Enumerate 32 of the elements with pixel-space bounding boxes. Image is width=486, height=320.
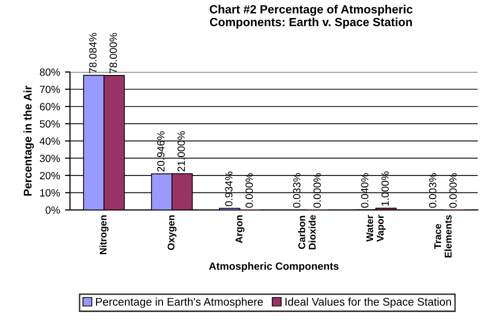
y-tick-label: 80% <box>40 68 60 76</box>
y-tick-label: 50% <box>40 120 60 128</box>
y-tick-label: 60% <box>40 102 60 110</box>
data-label: 0.000% <box>449 173 457 208</box>
y-axis-title: Percentage in the Air <box>23 86 34 196</box>
x-axis-title: Atmospheric Components <box>209 262 339 272</box>
x-tick-label: Trace Elements <box>434 215 452 258</box>
data-label: 78.084% <box>89 32 97 74</box>
y-tick-label: 70% <box>40 86 60 94</box>
chart-title: Chart #2 Percentage of Atmospheric Components: Earth v. Space Station <box>210 4 412 29</box>
x-tick-label: Oxygen <box>168 215 176 250</box>
data-label: 0.040% <box>361 173 368 208</box>
y-tick-label: 30% <box>40 154 60 162</box>
x-tick-label: Argon <box>236 215 244 244</box>
x-tick-label: Carbon Dioxide <box>298 215 316 250</box>
data-label: 78.000% <box>110 32 117 74</box>
data-label: 0.934% <box>225 172 232 206</box>
x-tick-label: Water Vapor <box>366 214 386 242</box>
y-tick-label: 40% <box>40 137 60 145</box>
data-label: 21.000% <box>178 131 185 172</box>
data-label: 0.000% <box>245 173 253 208</box>
data-label: 0.000% <box>313 173 321 208</box>
legend-label: Ideal Values for the Space Station <box>286 298 451 308</box>
data-label: 0.003% <box>428 173 436 208</box>
data-label: 1.000% <box>381 172 389 206</box>
x-tick-label: Nitrogen <box>99 215 109 254</box>
y-tick-label: 0% <box>46 206 60 214</box>
legend-label: Percentage in Earth's Atmosphere <box>96 298 263 308</box>
data-label: 0.033% <box>293 173 300 208</box>
y-tick-label: 20% <box>40 172 60 180</box>
y-tick-label: 10% <box>40 189 60 197</box>
data-label: 20.946% <box>157 131 165 172</box>
